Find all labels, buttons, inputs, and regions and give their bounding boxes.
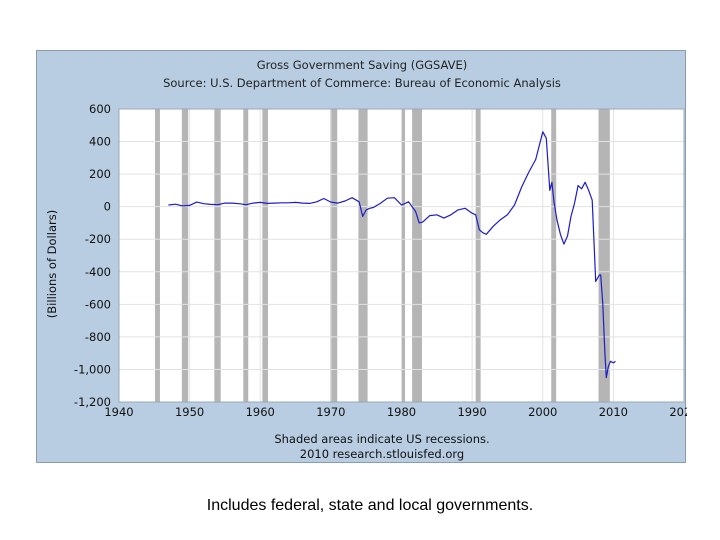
y-tick-label: 400 (89, 135, 111, 149)
y-axis-ticks: 600 400 200 0 -200 -400 -600 -800 -1,000 -1,200 (74, 102, 111, 409)
source-note: 2010 research.stlouisfed.org (300, 447, 464, 461)
chart-title: Gross Government Saving (GGSAVE) (257, 58, 468, 72)
x-tick-label: 2000 (528, 405, 557, 419)
y-tick-label: -800 (85, 330, 111, 344)
caption: Includes federal, state and local govern… (206, 497, 534, 514)
y-tick-label: -1,200 (74, 395, 111, 409)
gridlines (118, 108, 685, 403)
y-tick-label: -1,000 (74, 362, 111, 376)
y-tick-label: -600 (85, 297, 111, 311)
y-axis-label: (Billions of Dollars) (45, 210, 59, 318)
recession-note: Shaded areas indicate US recessions. (274, 432, 489, 446)
recession-bands (155, 109, 610, 402)
chart-panel: Gross Government Saving (GGSAVE) Source:… (36, 50, 687, 463)
y-tick-label: 0 (104, 200, 111, 214)
y-tick-label: -200 (85, 232, 111, 246)
x-tick-label: 1990 (457, 405, 486, 419)
recession-band-2 (181, 109, 189, 402)
series-group (168, 131, 616, 379)
recession-band-9 (412, 109, 422, 402)
x-tick-label: 1950 (175, 405, 204, 419)
x-axis-ticks: 1940 1950 1960 1970 1980 1990 2000 2010 2020 (104, 405, 687, 419)
x-tick-label: 2020 (669, 405, 687, 419)
x-tick-label: 1960 (246, 405, 275, 419)
recession-band-1 (155, 109, 160, 402)
recession-band-8 (401, 109, 406, 402)
chart-svg: Gross Government Saving (GGSAVE) Source:… (45, 58, 687, 461)
recession-band-7 (358, 109, 368, 402)
y-tick-label: 600 (89, 102, 111, 116)
recession-band-10 (475, 109, 481, 402)
recession-band-6 (330, 109, 338, 402)
y-tick-label: 200 (89, 167, 111, 181)
recession-band-4 (243, 109, 249, 402)
x-tick-label: 1980 (387, 405, 416, 419)
x-tick-label: 2010 (599, 405, 628, 419)
recession-band-5 (262, 109, 269, 402)
series-line-1 (168, 131, 616, 379)
recession-band-12 (598, 109, 610, 402)
recession-band-11 (551, 109, 557, 402)
x-tick-label: 1940 (104, 405, 133, 419)
y-tick-label: -400 (85, 265, 111, 279)
chart-subtitle: Source: U.S. Department of Commerce: Bur… (163, 76, 561, 90)
recession-band-3 (214, 109, 221, 402)
plot-frame (118, 108, 685, 403)
x-tick-label: 1970 (316, 405, 345, 419)
